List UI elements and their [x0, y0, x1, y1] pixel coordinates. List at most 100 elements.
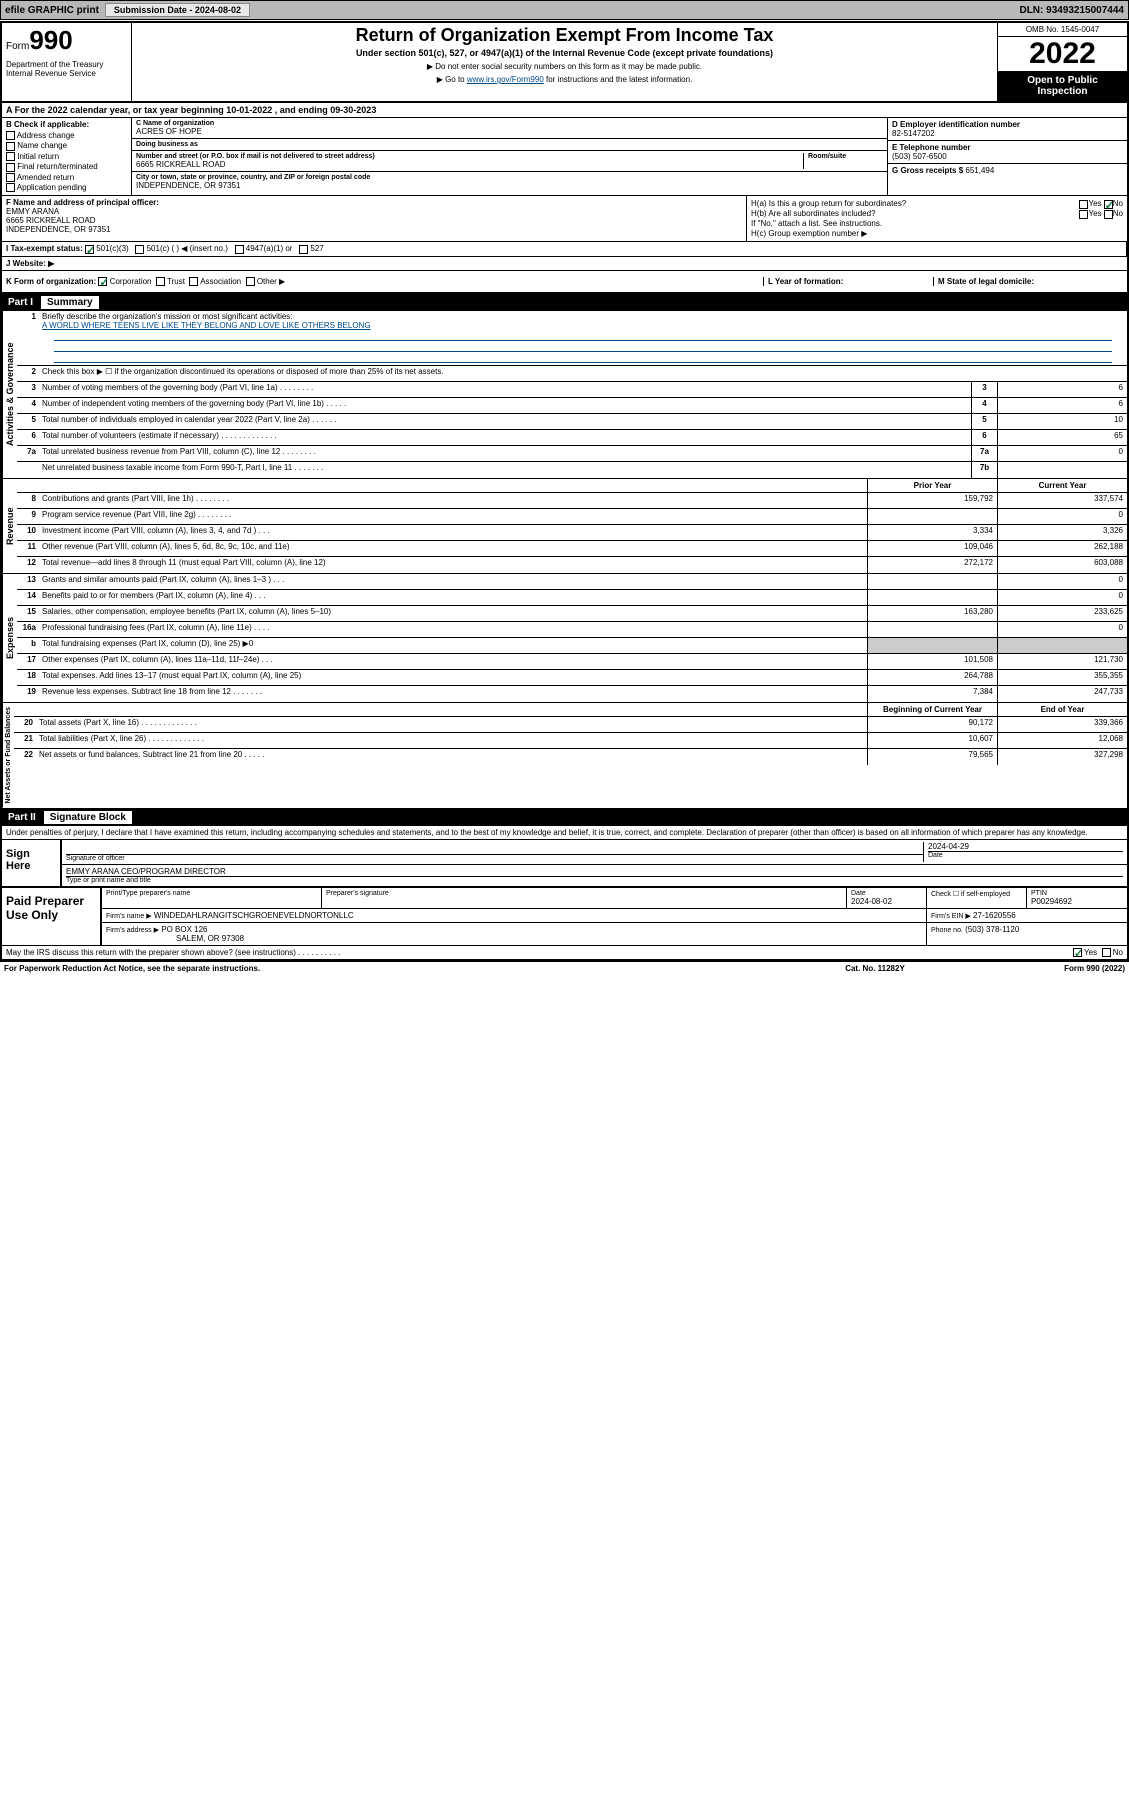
checkbox-icon[interactable]: [1104, 200, 1113, 209]
header-right: OMB No. 1545-0047 2022 Open to Public In…: [997, 23, 1127, 101]
submission-date-btn[interactable]: Submission Date - 2024-08-02: [105, 3, 250, 17]
table-row: 6Total number of volunteers (estimate if…: [17, 430, 1127, 446]
sign-here-section: Sign Here Signature of officer 2024-04-2…: [2, 839, 1127, 886]
table-row: 18Total expenses. Add lines 13–17 (must …: [17, 670, 1127, 686]
street-address: 6665 RICKREALL ROAD: [136, 160, 803, 169]
header-mid: Return of Organization Exempt From Incom…: [132, 23, 997, 101]
checkbox-icon[interactable]: [235, 245, 244, 254]
sig-officer-label: Signature of officer: [66, 854, 923, 862]
checkbox-icon[interactable]: [6, 152, 15, 161]
checkbox-icon[interactable]: [135, 245, 144, 254]
sig-declaration: Under penalties of perjury, I declare th…: [2, 826, 1127, 839]
col-end: End of Year: [997, 703, 1127, 716]
form-note-ssn: ▶ Do not enter social security numbers o…: [140, 62, 989, 71]
l-label: L Year of formation:: [768, 277, 843, 286]
topbar: efile GRAPHIC print Submission Date - 20…: [0, 0, 1129, 20]
table-row: 16aProfessional fundraising fees (Part I…: [17, 622, 1127, 638]
table-row: 3Number of voting members of the governi…: [17, 382, 1127, 398]
table-row: 20Total assets (Part X, line 16) . . . .…: [14, 717, 1127, 733]
irs-link[interactable]: www.irs.gov/Form990: [467, 75, 544, 84]
mission-label: Briefly describe the organization's miss…: [42, 312, 293, 321]
form-number: 990: [29, 25, 72, 55]
firm-phone: (503) 378-1120: [965, 925, 1019, 934]
tax-year: 2022: [998, 37, 1127, 71]
form-subtitle: Under section 501(c), 527, or 4947(a)(1)…: [140, 48, 989, 58]
irs-discuss-row: May the IRS discuss this return with the…: [2, 945, 1127, 959]
line-2-checkbox: Check this box ▶ ☐ if the organization d…: [39, 366, 1127, 381]
checkbox-icon[interactable]: [1073, 948, 1082, 957]
table-row: 17Other expenses (Part IX, column (A), l…: [17, 654, 1127, 670]
city-label: City or town, state or province, country…: [136, 174, 883, 181]
checkbox-icon[interactable]: [6, 173, 15, 182]
sig-date-label: Date: [928, 851, 1123, 859]
table-row: 21Total liabilities (Part X, line 26) . …: [14, 733, 1127, 749]
table-row: Net unrelated business taxable income fr…: [17, 462, 1127, 478]
section-fh: F Name and address of principal officer:…: [2, 196, 1127, 242]
checkbox-icon[interactable]: [6, 131, 15, 140]
expenses-section: Expenses 13Grants and similar amounts pa…: [2, 574, 1127, 703]
form-header: Form990 Department of the Treasury Inter…: [2, 23, 1127, 103]
check-final: Final return/terminated: [6, 162, 127, 171]
checkbox-icon[interactable]: [6, 163, 15, 172]
check-name: Name change: [6, 141, 127, 150]
hb-note: If "No," attach a list. See instructions…: [751, 219, 1123, 228]
hc-label: H(c) Group exemption number ▶: [751, 229, 1123, 238]
col-current-year: Current Year: [997, 479, 1127, 492]
firm-phone-label: Phone no.: [931, 927, 963, 934]
form-title: Return of Organization Exempt From Incom…: [140, 25, 989, 46]
g-receipts-label: G Gross receipts $: [892, 166, 963, 175]
firm-name-label: Firm's name ▶: [106, 913, 152, 920]
firm-name: WINDEDAHLRANGITSCHGROENEVELDNORTONLLC: [154, 911, 354, 920]
col-f-officer: F Name and address of principal officer:…: [2, 196, 747, 241]
section-bc: B Check if applicable: Address change Na…: [2, 118, 1127, 196]
table-row: 8Contributions and grants (Part VIII, li…: [17, 493, 1127, 509]
table-row: bTotal fundraising expenses (Part IX, co…: [17, 638, 1127, 654]
firm-ein: 27-1620556: [973, 911, 1016, 920]
checkbox-icon[interactable]: [246, 277, 255, 286]
checkbox-icon[interactable]: [6, 183, 15, 192]
table-row: 15Salaries, other compensation, employee…: [17, 606, 1127, 622]
table-row: 13Grants and similar amounts paid (Part …: [17, 574, 1127, 590]
checkbox-icon[interactable]: [189, 277, 198, 286]
col-b-checkboxes: B Check if applicable: Address change Na…: [2, 118, 132, 195]
table-row: 10Investment income (Part VIII, column (…: [17, 525, 1127, 541]
checkbox-icon[interactable]: [1104, 210, 1113, 219]
officer-name: EMMY ARANA: [6, 207, 742, 216]
bottom-footer: For Paperwork Reduction Act Notice, see …: [0, 961, 1129, 975]
discuss-label: May the IRS discuss this return with the…: [6, 948, 1073, 957]
row-j-website: J Website: ▶: [2, 257, 1127, 271]
checkbox-icon[interactable]: [85, 245, 94, 254]
checkbox-icon[interactable]: [1079, 210, 1088, 219]
ha-label: H(a) Is this a group return for subordin…: [751, 199, 906, 208]
checkbox-icon[interactable]: [156, 277, 165, 286]
dept-treasury: Department of the Treasury Internal Reve…: [6, 60, 127, 78]
dba-label: Doing business as: [136, 141, 883, 148]
addr-label: Number and street (or P.O. box if mail i…: [136, 153, 803, 160]
part1-title: Summary: [41, 296, 99, 309]
row-i-tax-status: I Tax-exempt status: 501(c)(3) 501(c) ( …: [2, 242, 1127, 256]
omb-number: OMB No. 1545-0047: [998, 23, 1127, 37]
city-state-zip: INDEPENDENCE, OR 97351: [136, 181, 883, 190]
efile-label: efile GRAPHIC print: [5, 5, 99, 16]
self-employed-check: Check ☐ if self-employed: [927, 888, 1027, 908]
firm-addr1: PO BOX 126: [161, 925, 207, 934]
checkbox-icon[interactable]: [6, 142, 15, 151]
header-left: Form990 Department of the Treasury Inter…: [2, 23, 132, 101]
table-row: 5Total number of individuals employed in…: [17, 414, 1127, 430]
check-initial: Initial return: [6, 152, 127, 161]
firm-addr-label: Firm's address ▶: [106, 927, 159, 934]
checkbox-icon[interactable]: [98, 277, 107, 286]
part2-title: Signature Block: [44, 811, 132, 824]
f-label: F Name and address of principal officer:: [6, 198, 742, 207]
checkbox-icon[interactable]: [1079, 200, 1088, 209]
paid-preparer-section: Paid Preparer Use Only Print/Type prepar…: [2, 886, 1127, 945]
paperwork-notice: For Paperwork Reduction Act Notice, see …: [4, 964, 775, 973]
part1-header: Part I Summary: [2, 294, 1127, 311]
revenue-section: Revenue Prior Year Current Year 8Contrib…: [2, 479, 1127, 574]
checkbox-icon[interactable]: [299, 245, 308, 254]
dln: DLN: 93493215007444: [1019, 5, 1124, 16]
mission-text: A WORLD WHERE TEENS LIVE LIKE THEY BELON…: [42, 321, 371, 330]
checkbox-icon[interactable]: [1102, 948, 1111, 957]
netassets-label: Net Assets or Fund Balances: [2, 703, 14, 808]
expenses-label: Expenses: [2, 574, 17, 702]
